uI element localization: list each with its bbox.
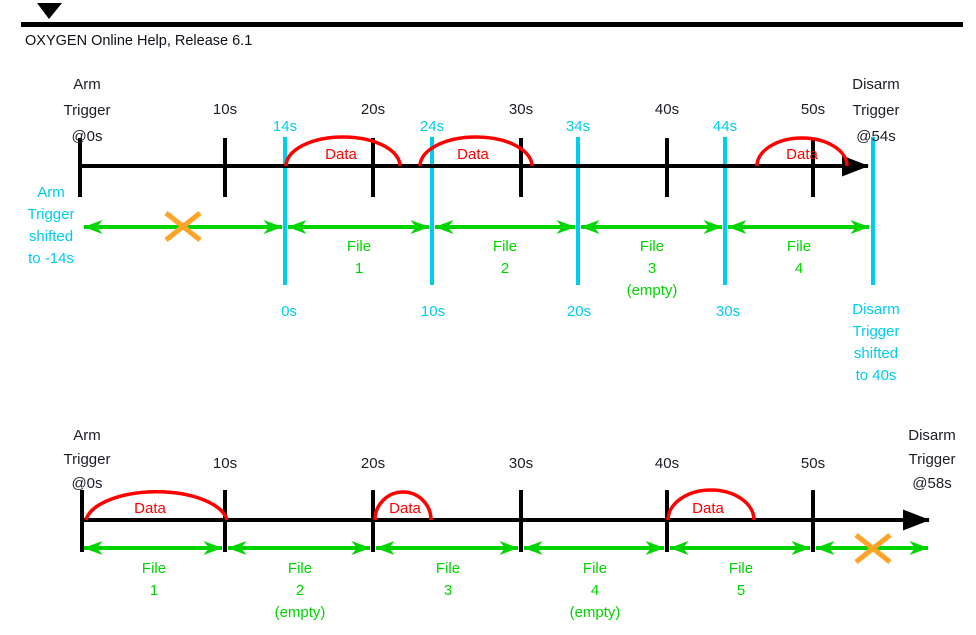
orange-x-icon [164,211,202,242]
file-label-3: File 3 (empty) [626,238,678,299]
arm-trigger-label: Arm Trigger @0s [63,76,111,145]
data-arc-label: Data [325,146,357,163]
data-arc-label: Data [134,500,166,517]
shifted-boundary-lines [283,137,875,285]
file-label-3: File 3 [435,560,461,599]
shifted-tick-label-0s: 0s [281,303,297,320]
page-title: OXYGEN Online Help, Release 6.1 [25,33,253,49]
shifted-tick-label-10s: 10s [420,303,446,320]
disarm-shifted-note: Disarm Trigger shifted to 40s [852,301,900,384]
file-label-4: File 4 (empty) [569,560,621,621]
file-label-1: File 1 [141,560,167,599]
file-label-2: File 2 (empty) [274,560,326,621]
tick-label-20s: 20s [360,455,386,472]
tick-label-30s: 30s [508,455,534,472]
tick-label-40s: 40s [654,101,680,118]
data-arc-label: Data [786,146,818,163]
shift-tick-label-44s: 44s [712,118,738,135]
file-label-4: File 4 [786,238,812,277]
tick-label-40s: 40s [654,455,680,472]
arm-shifted-note: Arm Trigger shifted to -14s [27,184,75,267]
arm-trigger-label: Arm Trigger @0s [63,427,111,492]
tick-label-50s: 50s [800,455,826,472]
orange-x-icon [854,533,892,564]
shifted-tick-label-30s: 30s [715,303,741,320]
disarm-trigger-label: Disarm Trigger @58s [908,427,956,492]
tick-label-30s: 30s [508,101,534,118]
file-label-2: File 2 [492,238,518,277]
tick-label-20s: 20s [360,101,386,118]
data-arc-label: Data [457,146,489,163]
data-arc-label: Data [389,500,421,517]
tick-label-50s: 50s [800,101,826,118]
shift-tick-label-14s: 14s [272,118,298,135]
shift-tick-label-24s: 24s [419,118,445,135]
tick-label-10s: 10s [212,101,238,118]
data-arc-label: Data [692,500,724,517]
timeline-2 [80,488,930,564]
disarm-trigger-label: Disarm Trigger @54s [852,76,900,145]
data-arcs [84,488,756,521]
file-label-5: File 5 [728,560,754,599]
timeline-1 [78,135,875,285]
tick-label-10s: 10s [212,455,238,472]
file-label-1: File 1 [346,238,372,277]
shifted-tick-label-20s: 20s [566,303,592,320]
header-rule [21,22,963,27]
shift-tick-label-34s: 34s [565,118,591,135]
data-arcs [284,135,849,167]
down-triangle-icon [37,3,62,19]
